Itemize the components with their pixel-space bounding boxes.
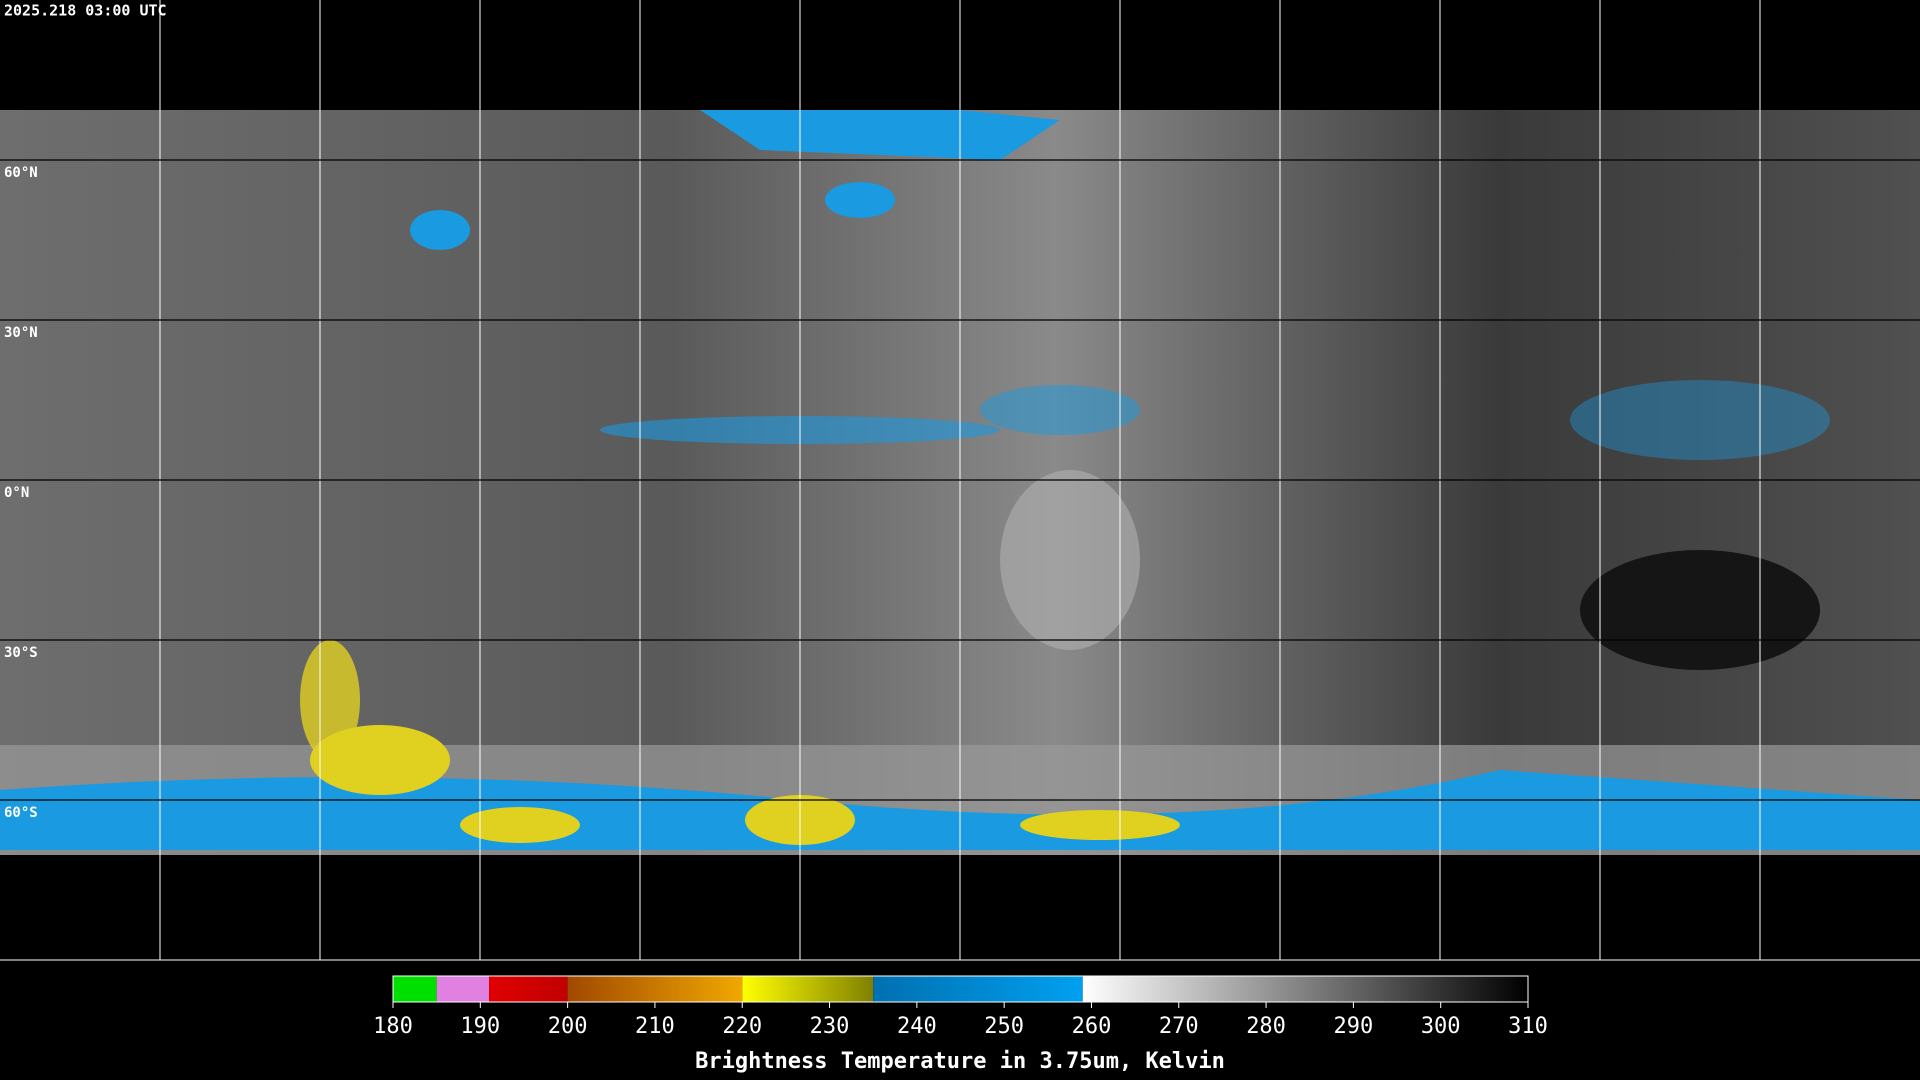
cold-cloud-core (460, 807, 580, 843)
tropical-clouds (1570, 380, 1830, 460)
cold-cloud-north (700, 110, 1060, 160)
colorbar-tick-label: 190 (460, 1014, 500, 1039)
lat-label: 0°N (4, 485, 29, 501)
colorbar-tick-label: 180 (373, 1014, 413, 1039)
cold-cloud (825, 182, 895, 218)
colorbar-tick-label: 230 (810, 1014, 850, 1039)
timestamp: 2025.218 03:00 UTC (4, 2, 167, 20)
colorbar-tick-label: 310 (1508, 1014, 1548, 1039)
colorbar-tick-label: 220 (722, 1014, 762, 1039)
warm-land (1580, 550, 1820, 670)
lat-labels: 60°N 30°N 0°N 30°S 60°S (4, 165, 38, 821)
colorbar-segment (567, 976, 743, 1002)
colorbar-frame (392, 975, 1529, 1003)
colorbar-tick-label: 250 (984, 1014, 1024, 1039)
cold-cloud-core (300, 640, 360, 760)
colorbar-tick-label: 280 (1246, 1014, 1286, 1039)
cold-cloud (410, 210, 470, 250)
colorbar-tick-label: 200 (548, 1014, 588, 1039)
colorbar-segment (873, 976, 1083, 1002)
colorbar-segment (742, 976, 874, 1002)
lat-label: 30°N (4, 325, 38, 341)
colorbar-tick-label: 290 (1334, 1014, 1374, 1039)
colorbar-title: Brightness Temperature in 3.75um, Kelvin (695, 1049, 1225, 1074)
colorbar-tick-label: 270 (1159, 1014, 1199, 1039)
lat-label: 60°N (4, 165, 38, 181)
colorbar-tick-label: 240 (897, 1014, 937, 1039)
land-surface (1000, 470, 1140, 650)
lat-label: 60°S (4, 805, 38, 821)
itcz-clouds (980, 385, 1140, 435)
colorbar-tick-label: 210 (635, 1014, 675, 1039)
colorbar-segment (436, 976, 490, 1002)
graticule (0, 0, 1920, 961)
colorbar-segment (1082, 976, 1528, 1002)
colorbar-tick-label: 260 (1072, 1014, 1112, 1039)
colorbar-segment (489, 976, 568, 1002)
lat-label: 30°S (4, 645, 38, 661)
cold-cloud-core (1020, 810, 1180, 840)
colorbar-segment (393, 976, 437, 1002)
colorbar-tick-label: 300 (1421, 1014, 1461, 1039)
colorbar: 180 190 200 210 220 230 240 250 260 270 280 290 300 3… (373, 975, 1548, 1039)
